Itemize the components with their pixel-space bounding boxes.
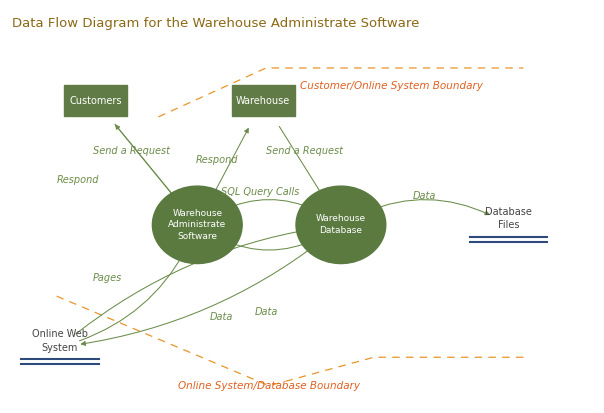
FancyBboxPatch shape	[232, 85, 295, 116]
Text: Online System/Database Boundary: Online System/Database Boundary	[178, 381, 360, 391]
Text: Customer/Online System Boundary: Customer/Online System Boundary	[300, 81, 483, 91]
Text: Send a Request: Send a Request	[266, 147, 344, 157]
FancyArrowPatch shape	[76, 228, 312, 334]
Text: Data: Data	[210, 311, 233, 321]
Text: SQL Query Calls: SQL Query Calls	[221, 187, 300, 197]
Text: Database
Files: Database Files	[485, 207, 532, 230]
Ellipse shape	[152, 186, 242, 263]
FancyArrowPatch shape	[222, 239, 317, 250]
FancyArrowPatch shape	[210, 128, 248, 200]
FancyArrowPatch shape	[115, 124, 179, 202]
Text: Respond: Respond	[196, 154, 238, 165]
FancyArrowPatch shape	[279, 126, 326, 200]
FancyArrowPatch shape	[115, 125, 179, 203]
Text: Send a Request: Send a Request	[93, 147, 170, 157]
FancyArrowPatch shape	[365, 199, 489, 215]
FancyArrowPatch shape	[80, 251, 185, 341]
Text: Customers: Customers	[69, 95, 122, 106]
FancyBboxPatch shape	[64, 85, 127, 116]
Text: Data: Data	[413, 191, 436, 201]
Text: Online Web
System: Online Web System	[31, 329, 88, 353]
Text: Data Flow Diagram for the Warehouse Administrate Software: Data Flow Diagram for the Warehouse Admi…	[11, 17, 419, 30]
Text: Warehouse
Database: Warehouse Database	[316, 214, 366, 235]
Text: Warehouse
Administrate
Software: Warehouse Administrate Software	[168, 209, 226, 241]
Text: Pages: Pages	[93, 273, 122, 283]
FancyArrowPatch shape	[221, 199, 316, 211]
Text: Data: Data	[254, 307, 278, 318]
Text: Warehouse: Warehouse	[236, 95, 291, 106]
Text: Respond: Respond	[56, 175, 99, 185]
FancyArrowPatch shape	[82, 242, 320, 345]
Ellipse shape	[296, 186, 386, 263]
